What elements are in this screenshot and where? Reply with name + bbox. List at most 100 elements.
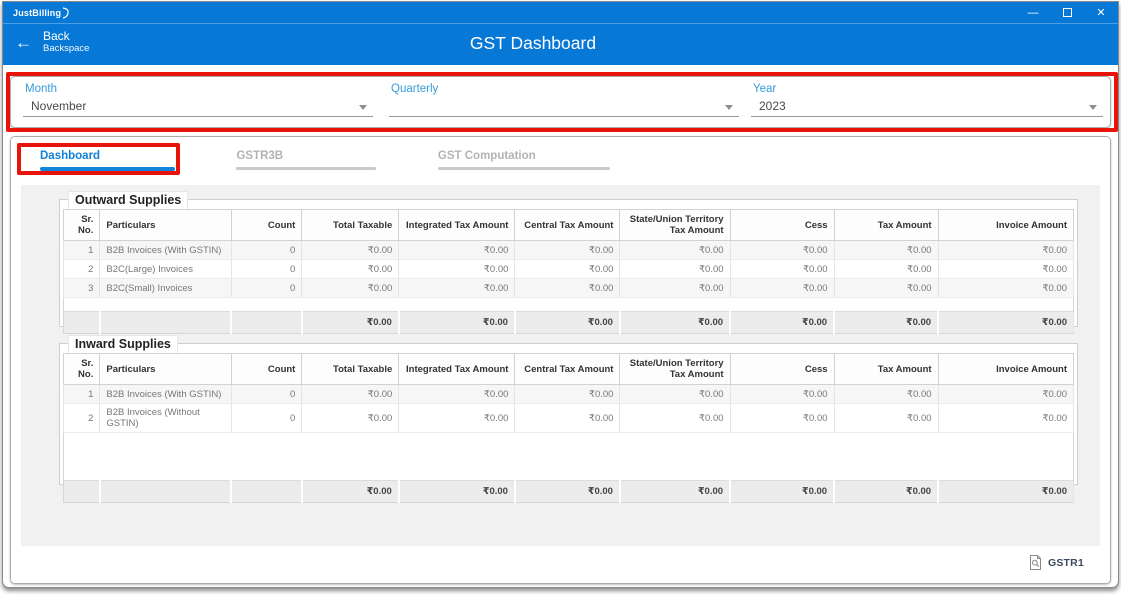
- tab-dashboard-label: Dashboard: [40, 150, 101, 162]
- tab-gst-computation[interactable]: GST Computation: [437, 150, 610, 170]
- table-row-cell: ₹0.00: [301, 384, 400, 404]
- table-header-row: Sr. No. Particulars Count Total Taxable Inte…: [62, 209, 1075, 241]
- table-row-cell: ₹0.00: [729, 403, 835, 433]
- table-row-cell: ₹0.00: [729, 240, 835, 260]
- outward-supplies-groupbox: Outward Supplies Sr. No. Particulars Count…: [59, 191, 1078, 334]
- table-row-cell: ₹0.00: [301, 278, 400, 298]
- app-window: JustBilling — ✕ ← Back Backspace GST Das…: [2, 1, 1119, 588]
- table-row-cell: 0: [230, 259, 303, 279]
- main-panel: Dashboard GSTR3B GST Computation Outward…: [10, 136, 1111, 584]
- table-row-cell: 0: [230, 403, 303, 433]
- month-label: Month: [25, 83, 57, 95]
- month-dropdown[interactable]: Month November: [23, 83, 373, 117]
- minimize-button[interactable]: —: [1016, 2, 1050, 23]
- table-row-cell: 0: [230, 278, 303, 298]
- table-header-row-cell: Cess: [729, 209, 835, 241]
- quarterly-label: Quarterly: [391, 83, 439, 95]
- table-header-row-cell: Integrated Tax Amount: [398, 353, 516, 385]
- table-header-row-cell: Count: [230, 209, 303, 241]
- table-row-cell: ₹0.00: [514, 278, 621, 298]
- table-row[interactable]: 3 B2C(Small) Invoices 0 ₹0.00 ₹0.00 ₹0.00 ₹0.0…: [62, 278, 1075, 298]
- back-label: Back: [43, 29, 70, 43]
- inward-supplies-title: Inward Supplies: [68, 335, 178, 353]
- table-totals-row-cell: ₹0.00: [397, 480, 516, 503]
- page-title: GST Dashboard: [469, 33, 597, 53]
- table-row[interactable]: 1 B2B Invoices (With GSTIN) 0 ₹0.00 ₹0.00 ₹0.…: [62, 240, 1075, 260]
- outward-supplies-title: Outward Supplies: [68, 191, 189, 209]
- logo-text: JustBilling: [13, 7, 62, 18]
- table-totals-row-cell: ₹0.00: [618, 480, 731, 503]
- table-row[interactable]: 2 B2B Invoices (Without GSTIN) 0 ₹0.00 ₹0.00…: [62, 403, 1075, 433]
- table-totals-row-cell: [63, 480, 101, 503]
- table-header-row-cell: Cess: [729, 353, 835, 385]
- close-icon: ✕: [1096, 7, 1106, 19]
- table-totals-row-cell: ₹0.00: [833, 480, 939, 503]
- table-row-cell: ₹0.00: [514, 384, 621, 404]
- table-row-cell: ₹0.00: [729, 259, 835, 279]
- table-header-row-cell: State/Union Territory Tax Amount: [619, 353, 731, 385]
- table-totals-row-cell: ₹0.00: [833, 311, 939, 334]
- table-row-cell: B2B Invoices (With GSTIN): [99, 384, 232, 404]
- table-totals-row-cell: ₹0.00: [300, 311, 400, 334]
- table-row-cell: ₹0.00: [937, 240, 1075, 260]
- table-row-cell: ₹0.00: [619, 384, 731, 404]
- table-row-cell: B2C(Large) Invoices: [99, 259, 232, 279]
- table-row-cell: ₹0.00: [514, 240, 621, 260]
- tab-gstr3b[interactable]: GSTR3B: [236, 150, 377, 170]
- table-totals-row: ₹0.00 ₹0.00 ₹0.00 ₹0.00 ₹0.00 ₹0.00 ₹0.00: [63, 480, 1075, 503]
- table-totals-row-cell: ₹0.00: [937, 480, 1075, 503]
- table-filler-row: [63, 297, 1074, 312]
- quarterly-dropdown[interactable]: Quarterly: [389, 83, 739, 117]
- table-row-cell: ₹0.00: [514, 259, 621, 279]
- table-header-row: Sr. No. Particulars Count Total Taxable Inte…: [62, 353, 1075, 385]
- gstr1-label: GSTR1: [1047, 556, 1084, 569]
- table-row-cell: B2B Invoices (With GSTIN): [99, 240, 232, 260]
- table-header-row-cell: Sr. No.: [62, 209, 101, 241]
- chevron-down-icon: [1089, 105, 1097, 110]
- gstr1-button[interactable]: GSTR1: [1028, 554, 1084, 571]
- table-row-cell: ₹0.00: [398, 384, 516, 404]
- table-row-cell: 1: [62, 240, 101, 260]
- close-button[interactable]: ✕: [1084, 2, 1118, 23]
- app-header: ← Back Backspace GST Dashboard: [3, 24, 1118, 65]
- table-row-cell: 1: [62, 384, 101, 404]
- table-row-cell: 2: [62, 403, 101, 433]
- table-row-cell: ₹0.00: [619, 403, 731, 433]
- maximize-button[interactable]: [1050, 2, 1084, 23]
- table-row-cell: ₹0.00: [398, 259, 516, 279]
- table-row-cell: ₹0.00: [301, 259, 400, 279]
- tab-dashboard-indicator: [40, 167, 175, 171]
- filter-panel: Month November Quarterly Year 2023: [10, 76, 1111, 128]
- chevron-down-icon: [725, 105, 733, 110]
- table-row-cell: ₹0.00: [301, 403, 400, 433]
- tab-dashboard[interactable]: Dashboard: [40, 150, 175, 171]
- panel-footer: GSTR1: [11, 546, 1110, 583]
- table-row-cell: 3: [62, 278, 101, 298]
- back-shortcut-label: Backspace: [43, 43, 90, 54]
- tab-gstr3b-label: GSTR3B: [236, 150, 284, 162]
- table-header-row-cell: Count: [230, 353, 303, 385]
- table-row-cell: ₹0.00: [398, 278, 516, 298]
- table-row-cell: ₹0.00: [619, 259, 731, 279]
- table-header-row-cell: Invoice Amount: [937, 209, 1075, 241]
- table-totals-row-cell: [230, 480, 303, 503]
- table-row-cell: ₹0.00: [398, 240, 516, 260]
- month-value: November: [31, 99, 87, 113]
- table-row[interactable]: 2 B2C(Large) Invoices 0 ₹0.00 ₹0.00 ₹0.00 ₹0.0…: [62, 259, 1075, 279]
- back-arrow-icon: ←: [15, 33, 32, 52]
- tab-gst-computation-indicator: [437, 167, 610, 170]
- table-totals-row-cell: ₹0.00: [513, 480, 621, 503]
- document-preview-icon: [1029, 555, 1041, 570]
- table-row-cell: ₹0.00: [833, 278, 939, 298]
- table-row-cell: ₹0.00: [937, 278, 1075, 298]
- table-header-row-cell: State/Union Territory Tax Amount: [619, 209, 731, 241]
- table-row-cell: ₹0.00: [729, 384, 835, 404]
- table-row-cell: ₹0.00: [937, 403, 1075, 433]
- table-header-row-cell: Total Taxable: [301, 353, 400, 385]
- table-filler-row: [63, 432, 1074, 481]
- back-button[interactable]: ← Back Backspace: [15, 29, 89, 54]
- table-totals-row-cell: ₹0.00: [937, 311, 1075, 334]
- table-header-row-cell: Sr. No.: [62, 353, 101, 385]
- year-dropdown[interactable]: Year 2023: [751, 83, 1103, 117]
- table-row[interactable]: 1 B2B Invoices (With GSTIN) 0 ₹0.00 ₹0.00 ₹0.…: [62, 384, 1075, 404]
